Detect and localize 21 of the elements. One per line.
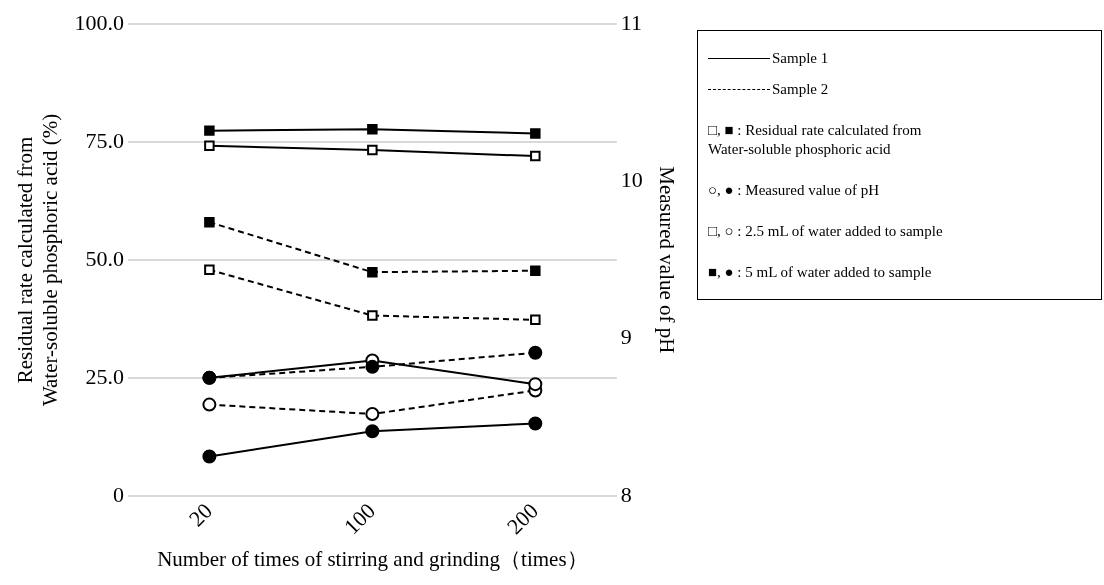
y-tick-label: 25.0 [85,363,124,389]
text: Sample 1 [772,49,829,68]
y-tick-label: 0 [112,481,124,507]
y2-tick-label: 10 [620,167,643,193]
y2-tick-label: 11 [620,9,642,35]
x-tick-label: 200 [501,498,543,540]
y2-tick-label: 9 [620,324,632,350]
x-axis-title: Number of times of stirring and grinding（times） [157,546,588,571]
text: □, ■ : Residual rate calculated from Water-soluble phosphoric acid [708,121,922,159]
y2-axis-title: Measured value of pH [654,166,679,354]
text: ■, ● : 5 mL of water added to sample [708,263,932,282]
text: ○, ● : Measured value of pH [708,181,879,200]
x-tick-label: 100 [338,498,380,540]
y-tick-label: 100.0 [74,9,124,35]
x-tick-label: 20 [183,498,218,532]
text: Sample 2 [772,80,829,99]
y-tick-label: 75.0 [85,127,124,153]
y2-tick-label: 8 [620,481,632,507]
y-axis-title: Residual rate calculated from Water-soluble phosphoric acid (%) [13,113,63,407]
y-tick-label: 50.0 [85,245,124,271]
text: □, ○ : 2.5 mL of water added to sample [708,222,943,241]
